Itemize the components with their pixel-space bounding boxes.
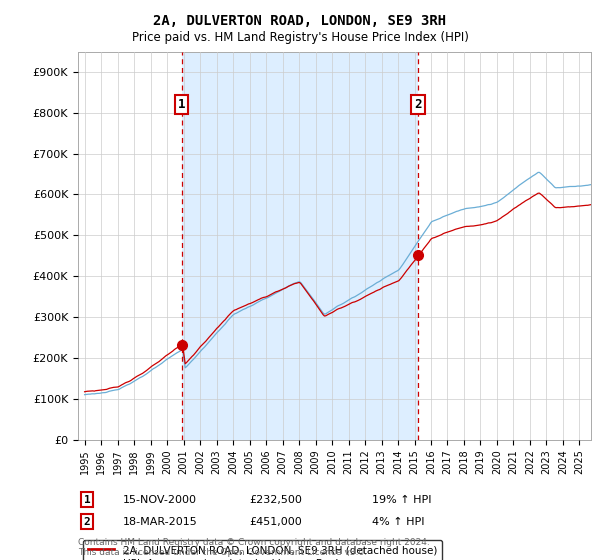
Text: £232,500: £232,500 [249,494,302,505]
Text: 18-MAR-2015: 18-MAR-2015 [123,517,198,527]
Text: 19% ↑ HPI: 19% ↑ HPI [372,494,431,505]
Text: Contains HM Land Registry data © Crown copyright and database right 2024.
This d: Contains HM Land Registry data © Crown c… [78,538,430,557]
Text: £451,000: £451,000 [249,517,302,527]
Text: 1: 1 [83,494,91,505]
Text: 1: 1 [178,98,185,111]
Text: 2A, DULVERTON ROAD, LONDON, SE9 3RH: 2A, DULVERTON ROAD, LONDON, SE9 3RH [154,14,446,28]
Text: Price paid vs. HM Land Registry's House Price Index (HPI): Price paid vs. HM Land Registry's House … [131,31,469,44]
Legend: 2A, DULVERTON ROAD, LONDON, SE9 3RH (detached house), HPI: Average price, detach: 2A, DULVERTON ROAD, LONDON, SE9 3RH (det… [83,540,442,560]
Text: 2: 2 [83,517,91,527]
Bar [182,52,418,440]
Text: 4% ↑ HPI: 4% ↑ HPI [372,517,425,527]
Text: 15-NOV-2000: 15-NOV-2000 [123,494,197,505]
Text: 2: 2 [414,98,422,111]
